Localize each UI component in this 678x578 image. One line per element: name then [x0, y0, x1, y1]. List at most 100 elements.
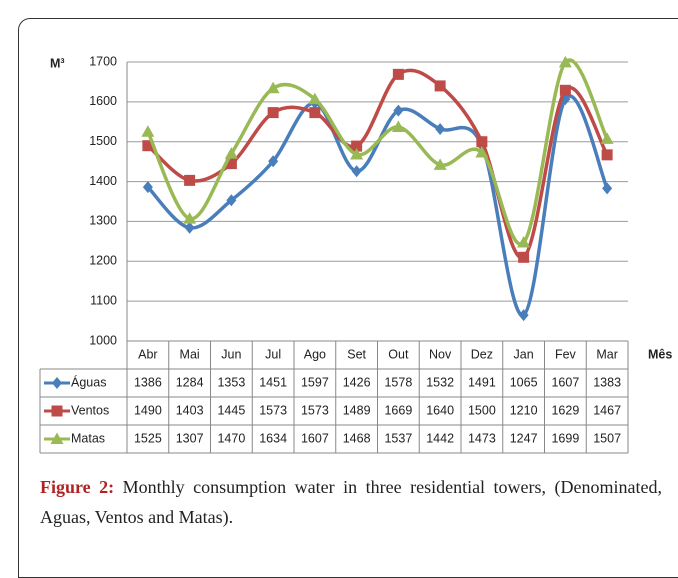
- table-value: 1386: [134, 375, 162, 389]
- table-value: 1507: [593, 431, 621, 445]
- series-line: [146, 68, 609, 260]
- marker: [52, 377, 62, 389]
- table-value: 1525: [134, 431, 162, 445]
- table-value: 1607: [301, 431, 329, 445]
- marker: [475, 145, 489, 158]
- table-value: 1210: [510, 403, 538, 417]
- table-value: 1532: [426, 375, 454, 389]
- table-value: 1470: [217, 431, 245, 445]
- x-tick-label: Fev: [555, 347, 577, 361]
- marker: [184, 221, 195, 234]
- caption-label: Figure 2:: [40, 477, 115, 497]
- x-tick-label: Mai: [180, 347, 200, 361]
- legend-label: Ventos: [71, 403, 109, 417]
- table-value: 1578: [384, 375, 412, 389]
- marker: [142, 181, 153, 194]
- y-tick-label: 1400: [89, 174, 117, 188]
- table-value: 1065: [510, 375, 538, 389]
- marker: [224, 147, 238, 159]
- marker: [141, 125, 155, 137]
- table-value: 1403: [176, 403, 204, 417]
- table-value: 1284: [176, 375, 204, 389]
- y-tick-label: 1500: [89, 134, 117, 148]
- table-value: 1445: [217, 403, 245, 417]
- y-tick-label: 1200: [89, 254, 117, 268]
- marker: [266, 81, 280, 94]
- x-tick-label: Set: [347, 347, 366, 361]
- marker: [393, 104, 404, 117]
- table-value: 1442: [426, 431, 454, 445]
- table-value: 1640: [426, 403, 454, 417]
- marker: [142, 140, 154, 152]
- marker: [558, 55, 572, 68]
- marker: [308, 92, 322, 105]
- legend-label: Matas: [71, 431, 105, 445]
- table-value: 1247: [510, 431, 538, 445]
- marker: [518, 309, 529, 322]
- page: M³ Mês 1000 1100 1200 1300 1400 1500 1600 1700 A…: [18, 18, 678, 578]
- x-tick-label: Jan: [514, 347, 534, 361]
- marker: [184, 174, 196, 186]
- table-value: 1468: [343, 431, 371, 445]
- marker: [602, 182, 613, 195]
- table-value: 1669: [384, 403, 412, 417]
- x-tick-label: Jul: [265, 347, 281, 361]
- table-value: 1699: [551, 431, 579, 445]
- marker: [183, 212, 197, 224]
- marker: [476, 136, 488, 148]
- marker: [559, 84, 571, 96]
- table-value: 1353: [217, 375, 245, 389]
- marker: [392, 68, 404, 80]
- x-tick-label: Nov: [429, 347, 452, 361]
- table-value: 1634: [259, 431, 287, 445]
- marker: [50, 432, 64, 444]
- table-value: 1383: [593, 375, 621, 389]
- table-value: 1426: [343, 375, 371, 389]
- marker: [351, 165, 362, 178]
- marker: [433, 158, 447, 170]
- table-value: 1607: [551, 375, 579, 389]
- table-value: 1573: [301, 403, 329, 417]
- series-line: [146, 58, 609, 246]
- x-tick-label: Abr: [138, 347, 157, 361]
- table-value: 1473: [468, 431, 496, 445]
- marker: [350, 147, 364, 160]
- series-line: [146, 94, 609, 317]
- marker: [225, 158, 237, 170]
- table-value: 1490: [134, 403, 162, 417]
- y-tick-label: 1600: [89, 94, 117, 108]
- table-value: 1467: [593, 403, 621, 417]
- y-tick-label: 1300: [89, 214, 117, 228]
- table-value: 1500: [468, 403, 496, 417]
- y-tick-label: 1100: [90, 293, 117, 307]
- chart: M³ Mês 1000 1100 1200 1300 1400 1500 1600 1700 A…: [39, 54, 672, 454]
- table-value: 1489: [343, 403, 371, 417]
- marker: [600, 132, 614, 144]
- table-value: 1573: [259, 403, 287, 417]
- legend-label: Águas: [71, 374, 106, 389]
- x-axis-label: Mês: [648, 347, 672, 361]
- marker: [601, 149, 613, 161]
- marker: [435, 122, 446, 135]
- marker: [351, 140, 363, 152]
- table-value: 1491: [468, 375, 496, 389]
- table-value: 1537: [384, 431, 412, 445]
- marker: [267, 107, 279, 119]
- y-axis-label: M³: [50, 56, 65, 70]
- marker: [309, 107, 321, 119]
- caption: Figure 2: Monthly consumption water in t…: [40, 472, 662, 532]
- marker: [268, 155, 279, 168]
- y-tick-label: 1000: [89, 333, 117, 347]
- x-tick-label: Dez: [471, 347, 493, 361]
- marker: [226, 194, 237, 207]
- table-value: 1307: [176, 431, 204, 445]
- x-tick-label: Ago: [304, 347, 326, 361]
- caption-text: Monthly consumption water in three resid…: [40, 477, 663, 527]
- marker: [434, 80, 446, 92]
- table-value: 1629: [551, 403, 579, 417]
- marker: [391, 120, 405, 132]
- table-value: 1597: [301, 375, 329, 389]
- marker: [517, 236, 531, 248]
- marker: [518, 251, 530, 263]
- table-value: 1451: [259, 375, 287, 389]
